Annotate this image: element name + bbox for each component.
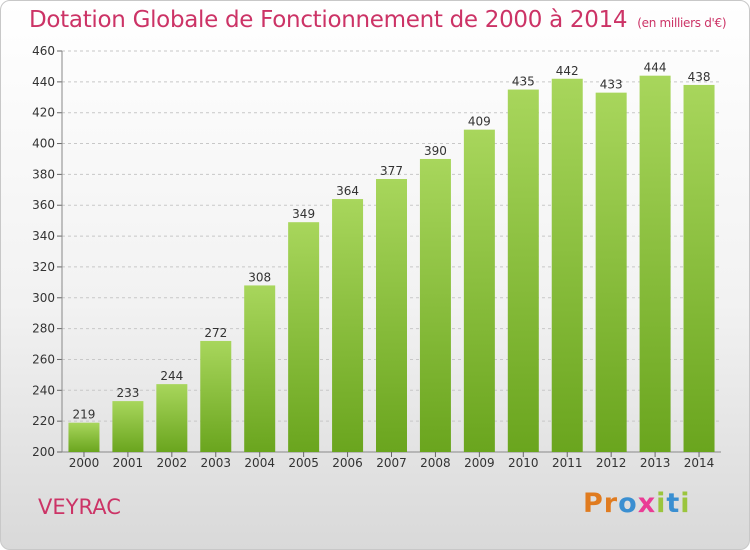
y-tick-label: 200 [32, 445, 55, 459]
x-tick-label: 2003 [200, 456, 231, 470]
data-label-2013: 444 [644, 61, 667, 75]
bar-2013 [639, 75, 671, 452]
chart-title: Dotation Globale de Fonctionnement de 20… [29, 7, 727, 33]
x-tick-label: 2009 [464, 456, 495, 470]
y-tick-label: 400 [32, 137, 55, 151]
y-tick-label: 380 [32, 167, 55, 181]
bar-2003 [200, 340, 232, 452]
data-label-2000: 219 [73, 408, 96, 422]
x-tick-label: 2000 [69, 456, 100, 470]
bars [68, 75, 715, 453]
bar-2004 [244, 285, 276, 452]
x-tick-label: 2004 [244, 456, 275, 470]
data-label-2012: 433 [600, 78, 623, 92]
data-label-2008: 390 [424, 144, 447, 158]
logo-letter: x [637, 488, 657, 519]
commune-name: VEYRAC [38, 495, 121, 519]
data-label-2004: 308 [248, 270, 271, 284]
bar-chart: 200 220 240 260 280 300 320 340 360 380 400 420 440 4… [32, 44, 721, 470]
chart-title-text: Dotation Globale de Fonctionnement de 20… [29, 7, 628, 33]
bar-2011 [551, 78, 583, 452]
x-tick-label: 2012 [596, 456, 627, 470]
data-label-2014: 438 [688, 70, 711, 84]
y-tick-label: 340 [32, 229, 55, 243]
logo-letter: P [583, 488, 604, 519]
y-tick-label: 460 [32, 44, 55, 58]
y-tick-label: 300 [32, 291, 55, 305]
data-label-2005: 349 [292, 207, 315, 221]
y-tick-label: 280 [32, 322, 55, 336]
bar-2005 [288, 222, 320, 452]
logo-letter: r [603, 488, 619, 519]
axes: 200 220 240 260 280 300 320 340 360 380 400 420 440 4… [32, 44, 721, 470]
chart-unit: (en milliers d'€) [637, 16, 727, 30]
bar-2007 [376, 179, 407, 452]
y-tick-label: 420 [32, 106, 55, 120]
bar-2012 [595, 92, 627, 453]
logo-letter: i [656, 488, 667, 519]
data-label-2003: 272 [204, 326, 227, 340]
logo-letter: t [666, 488, 681, 519]
data-label-2009: 409 [468, 115, 491, 129]
data-label-2007: 377 [380, 164, 403, 178]
x-tick-label: 2001 [113, 456, 144, 470]
y-tick-label: 260 [32, 352, 55, 366]
y-tick-label: 360 [32, 198, 55, 212]
bar-2010 [507, 89, 539, 453]
x-tick-label: 2008 [420, 456, 451, 470]
bar-2006 [332, 199, 364, 452]
data-label-2001: 233 [116, 386, 139, 400]
proxiti-logo: Proxiti [583, 488, 691, 519]
data-label-2002: 244 [160, 369, 183, 383]
data-labels: 219 233 244 272 308 349 364 377 390 409 435 442 433 4… [73, 61, 711, 422]
x-tick-label: 2010 [508, 456, 539, 470]
x-tick-label: 2013 [640, 456, 671, 470]
bar-2008 [419, 158, 451, 452]
x-tick-label: 2007 [376, 456, 407, 470]
y-tick-label: 240 [32, 383, 55, 397]
y-tick-label: 440 [32, 75, 55, 89]
data-label-2006: 364 [336, 184, 359, 198]
y-tick-label: 220 [32, 414, 55, 428]
x-tick-label: 2014 [684, 456, 715, 470]
bar-2002 [156, 384, 188, 452]
bar-2000 [68, 422, 100, 452]
data-label-2011: 442 [556, 64, 579, 78]
x-tick-label: 2006 [332, 456, 363, 470]
x-tick-label: 2002 [157, 456, 188, 470]
y-tick-label: 320 [32, 260, 55, 274]
bar-2009 [463, 129, 495, 452]
data-label-2010: 435 [512, 75, 535, 89]
x-tick-label: 2011 [552, 456, 583, 470]
x-tick-label: 2005 [288, 456, 319, 470]
bar-2001 [112, 401, 144, 452]
logo-letter: o [618, 488, 638, 519]
bar-2014 [683, 84, 715, 452]
logo-letter: i [680, 488, 691, 519]
